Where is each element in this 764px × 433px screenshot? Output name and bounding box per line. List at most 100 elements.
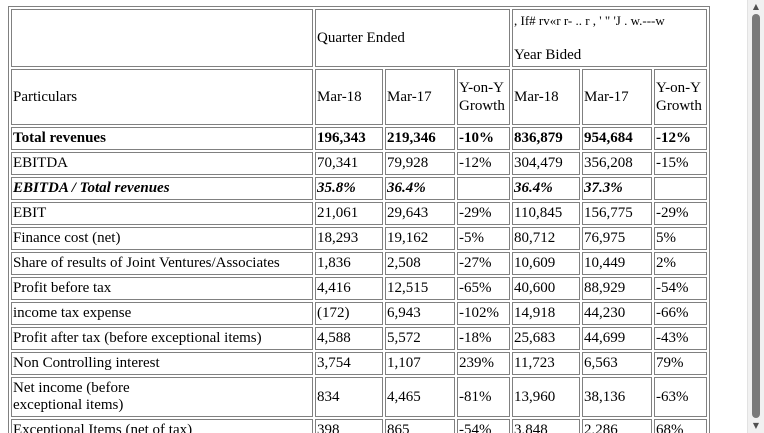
cell-yg — [654, 177, 707, 200]
cell-yg: 79% — [654, 352, 707, 375]
vertical-scrollbar[interactable]: ▲ ▼ — [747, 0, 764, 433]
cell-y18: 10,609 — [512, 252, 580, 275]
cell-y18: 14,918 — [512, 302, 580, 325]
cell-y18: 80,712 — [512, 227, 580, 250]
cell-q17: 865 — [385, 419, 455, 433]
cell-q17: 5,572 — [385, 327, 455, 350]
row-label: Net income (before exceptional items) — [11, 377, 313, 417]
cell-q18: 18,293 — [315, 227, 383, 250]
cell-y17: 356,208 — [582, 152, 652, 175]
row-label: Exceptional Items (net of tax) — [11, 419, 313, 433]
row-label: EBIT — [11, 202, 313, 225]
cell-q18: 834 — [315, 377, 383, 417]
header-year-growth: Y-on-Y Growth — [654, 69, 707, 125]
cell-y17: 2,286 — [582, 419, 652, 433]
table-row: Total revenues 196,343 219,346 -10% 836,… — [11, 127, 707, 150]
cell-yg: -66% — [654, 302, 707, 325]
table-row: Profit after tax (before exceptional ite… — [11, 327, 707, 350]
cell-qg: -18% — [457, 327, 510, 350]
header-year-ended: , If# rv«r r- .. r , ' " 'J . w.---w Yea… — [512, 9, 707, 67]
cell-qg — [457, 177, 510, 200]
row-label: EBITDA / Total revenues — [11, 177, 313, 200]
cell-qg: 239% — [457, 352, 510, 375]
cell-y17: 954,684 — [582, 127, 652, 150]
cell-q17: 2,508 — [385, 252, 455, 275]
cell-y18: 13,960 — [512, 377, 580, 417]
row-label: Profit after tax (before exceptional ite… — [11, 327, 313, 350]
cell-qg: -102% — [457, 302, 510, 325]
cell-qg: -12% — [457, 152, 510, 175]
table-row: Non Controlling interest 3,754 1,107 239… — [11, 352, 707, 375]
cell-q17: 4,465 — [385, 377, 455, 417]
scroll-down-arrow-icon[interactable]: ▼ — [752, 421, 760, 430]
cell-q17: 36.4% — [385, 177, 455, 200]
cell-q17: 1,107 — [385, 352, 455, 375]
cell-y17: 44,699 — [582, 327, 652, 350]
cell-y17: 37.3% — [582, 177, 652, 200]
cell-q18: 398 — [315, 419, 383, 433]
cell-yg: 68% — [654, 419, 707, 433]
header-year-mar17: Mar-17 — [582, 69, 652, 125]
cell-yg: -29% — [654, 202, 707, 225]
scrollbar-thumb[interactable] — [752, 14, 760, 418]
header-blank-cell — [11, 9, 313, 67]
cell-q17: 79,928 — [385, 152, 455, 175]
table-header-row-columns: Particulars Mar-18 Mar-17 Y-on-Y Growth M… — [11, 69, 707, 125]
header-quarter-ended: Quarter Ended — [315, 9, 510, 67]
cell-y17: 88,929 — [582, 277, 652, 300]
cell-yg: -63% — [654, 377, 707, 417]
cell-q17: 12,515 — [385, 277, 455, 300]
cell-q18: 70,341 — [315, 152, 383, 175]
row-label: Profit before tax — [11, 277, 313, 300]
cell-yg: 5% — [654, 227, 707, 250]
table-header-row-periods: Quarter Ended , If# rv«r r- .. r , ' " '… — [11, 9, 707, 67]
row-label: EBITDA — [11, 152, 313, 175]
table-row: EBITDA / Total revenues 35.8% 36.4% 36.4… — [11, 177, 707, 200]
cell-q18: 4,588 — [315, 327, 383, 350]
row-label: Finance cost (net) — [11, 227, 313, 250]
cell-q18: 35.8% — [315, 177, 383, 200]
cell-yg: -15% — [654, 152, 707, 175]
cell-yg: -54% — [654, 277, 707, 300]
table-row: EBIT 21,061 29,643 -29% 110,845 156,775 … — [11, 202, 707, 225]
header-quarter-mar18: Mar-18 — [315, 69, 383, 125]
header-scan-noise-text: , If# rv«r r- .. r , ' " 'J . w.---w — [514, 13, 665, 28]
cell-qg: -54% — [457, 419, 510, 433]
cell-qg: -29% — [457, 202, 510, 225]
header-quarter-mar17: Mar-17 — [385, 69, 455, 125]
table-row: EBITDA 70,341 79,928 -12% 304,479 356,20… — [11, 152, 707, 175]
cell-y17: 6,563 — [582, 352, 652, 375]
cell-qg: -5% — [457, 227, 510, 250]
cell-q18: 3,754 — [315, 352, 383, 375]
header-year-mar18: Mar-18 — [512, 69, 580, 125]
table-row: Exceptional Items (net of tax) 398 865 -… — [11, 419, 707, 433]
cell-y17: 10,449 — [582, 252, 652, 275]
document-viewport: Quarter Ended , If# rv«r r- .. r , ' " '… — [8, 6, 710, 433]
cell-yg: -43% — [654, 327, 707, 350]
row-label: income tax expense — [11, 302, 313, 325]
scroll-up-arrow-icon[interactable]: ▲ — [752, 2, 760, 11]
row-label: Share of results of Joint Ventures/Assoc… — [11, 252, 313, 275]
table-row: Share of results of Joint Ventures/Assoc… — [11, 252, 707, 275]
table-row: Net income (before exceptional items) 83… — [11, 377, 707, 417]
cell-y18: 36.4% — [512, 177, 580, 200]
cell-y18: 40,600 — [512, 277, 580, 300]
cell-y18: 11,723 — [512, 352, 580, 375]
cell-y17: 76,975 — [582, 227, 652, 250]
cell-q18: 196,343 — [315, 127, 383, 150]
cell-y18: 3,848 — [512, 419, 580, 433]
cell-q18: 1,836 — [315, 252, 383, 275]
row-label: Total revenues — [11, 127, 313, 150]
cell-yg: -12% — [654, 127, 707, 150]
cell-q17: 19,162 — [385, 227, 455, 250]
cell-y18: 836,879 — [512, 127, 580, 150]
header-quarter-growth: Y-on-Y Growth — [457, 69, 510, 125]
cell-q17: 6,943 — [385, 302, 455, 325]
cell-qg: -10% — [457, 127, 510, 150]
cell-y18: 304,479 — [512, 152, 580, 175]
cell-qg: -81% — [457, 377, 510, 417]
header-particulars: Particulars — [11, 69, 313, 125]
cell-y17: 156,775 — [582, 202, 652, 225]
cell-qg: -65% — [457, 277, 510, 300]
cell-yg: 2% — [654, 252, 707, 275]
